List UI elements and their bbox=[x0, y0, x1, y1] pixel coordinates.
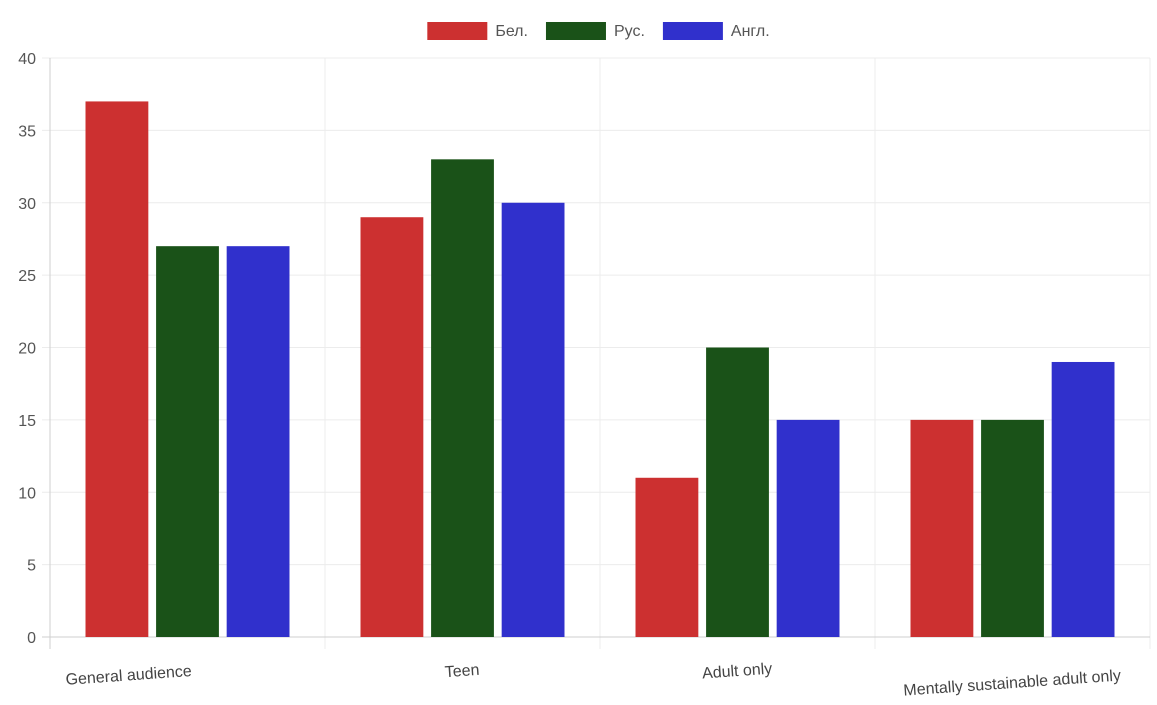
legend-swatch-3[interactable] bbox=[662, 22, 723, 40]
legend[interactable]: Бел. Рус. Англ. bbox=[427, 22, 770, 40]
bar-2-3 bbox=[706, 347, 769, 637]
y-tick-label: 20 bbox=[18, 341, 36, 358]
bar-1-4 bbox=[910, 419, 974, 637]
legend-swatch-1[interactable] bbox=[427, 22, 488, 40]
grid bbox=[42, 57, 1151, 649]
x-category-label: General audience bbox=[65, 663, 192, 689]
x-category-labels: General audience Teen Adult only Mentally s… bbox=[65, 661, 1121, 700]
legend-swatch-2[interactable] bbox=[545, 22, 606, 40]
bar-2-1 bbox=[156, 246, 219, 638]
x-category-label: Mentally sustainable adult only bbox=[903, 667, 1122, 699]
legend-label-2[interactable]: Рус. bbox=[614, 23, 645, 40]
legend-label-1[interactable]: Бел. bbox=[495, 23, 528, 40]
y-tick-label: 0 bbox=[27, 630, 36, 647]
y-tick-label: 15 bbox=[18, 413, 36, 430]
y-tick-label: 10 bbox=[18, 485, 36, 502]
bar-1-2 bbox=[360, 217, 424, 637]
y-tick-label: 25 bbox=[18, 268, 36, 285]
bar-1-3 bbox=[635, 477, 699, 637]
y-tick-label: 30 bbox=[18, 196, 36, 213]
bar-3-2 bbox=[501, 202, 565, 637]
y-tick-label: 5 bbox=[27, 558, 36, 575]
bar-2-2 bbox=[431, 159, 494, 637]
x-category-label: Teen bbox=[444, 662, 480, 681]
y-tick-labels: 0 5 10 15 20 25 30 35 40 bbox=[18, 51, 36, 647]
legend-label-3[interactable]: Англ. bbox=[731, 23, 770, 40]
bar-3-4 bbox=[1051, 361, 1115, 637]
y-tick-label: 35 bbox=[18, 123, 36, 140]
bars bbox=[85, 101, 1115, 638]
bar-2-4 bbox=[981, 419, 1044, 637]
bar-1-1 bbox=[85, 101, 149, 638]
bar-3-1 bbox=[226, 246, 290, 638]
y-tick-label: 40 bbox=[18, 51, 36, 68]
x-category-label: Adult only bbox=[702, 661, 773, 683]
bar-3-3 bbox=[776, 419, 840, 637]
